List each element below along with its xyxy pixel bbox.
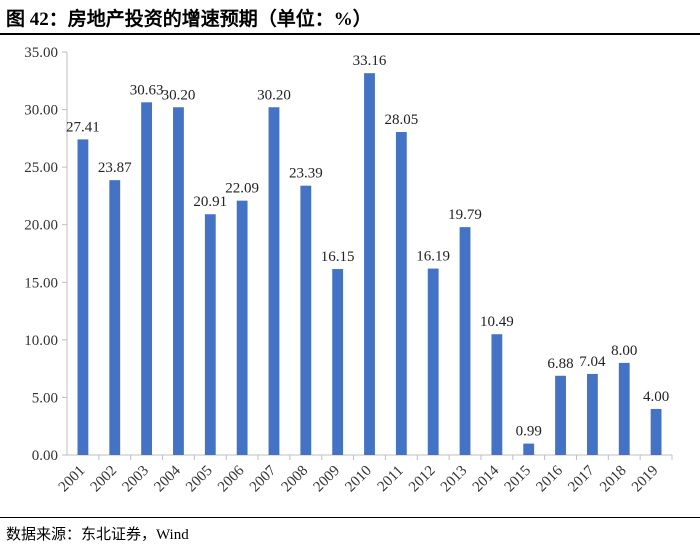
data-label: 10.49 — [480, 314, 514, 330]
bar — [523, 443, 535, 455]
x-tick-label: 2006 — [215, 462, 248, 495]
bar — [459, 227, 471, 455]
bar — [236, 200, 248, 455]
bar — [491, 334, 503, 455]
bar-chart: 0.00 5.00 10.00 15.00 20.00 25.00 30.00 35.00 2… — [24, 45, 673, 496]
x-tick-label: 2001 — [56, 463, 89, 496]
bar — [650, 408, 662, 455]
x-tick-label: 2016 — [533, 462, 566, 495]
x-tick-label: 2007 — [247, 462, 280, 495]
bar — [173, 107, 184, 456]
y-tick-label: 35.00 — [24, 45, 58, 61]
x-tick-label: 2019 — [629, 463, 662, 496]
bar — [332, 269, 344, 455]
bar — [395, 132, 407, 455]
x-tick-label: 2005 — [183, 463, 216, 496]
bar — [268, 107, 280, 456]
x-tick-label: 2008 — [279, 463, 312, 496]
x-tick-label: 2004 — [151, 462, 184, 495]
data-label: 27.41 — [66, 119, 100, 135]
bar — [586, 373, 598, 455]
bar — [109, 180, 121, 456]
y-tick-label: 10.00 — [24, 333, 58, 349]
figure-title: 图 42：房地产投资的增速预期（单位：%） — [6, 9, 372, 30]
y-tick-label: 25.00 — [24, 160, 58, 176]
data-label: 0.99 — [516, 424, 542, 440]
data-label: 23.39 — [289, 166, 323, 182]
data-label: 30.63 — [130, 82, 164, 98]
x-tick-label: 2012 — [406, 463, 439, 496]
data-label: 6.88 — [547, 356, 573, 372]
y-tick-label: 30.00 — [24, 103, 58, 119]
source-rule — [0, 517, 700, 518]
x-tick-label: 2018 — [597, 463, 630, 496]
y-tick-label: 5.00 — [32, 390, 58, 406]
y-tick-label: 15.00 — [24, 275, 58, 291]
bar — [77, 139, 89, 455]
x-tick-label: 2009 — [311, 463, 344, 496]
data-label: 7.04 — [579, 354, 606, 370]
x-tick-label: 2015 — [502, 463, 535, 496]
data-label: 22.09 — [225, 181, 259, 197]
y-axis: 0.00 5.00 10.00 15.00 20.00 25.00 30.00 35.00 — [24, 45, 68, 464]
data-label: 4.00 — [643, 389, 669, 405]
x-tick-label: 2011 — [375, 463, 407, 495]
x-tick-label: 2013 — [438, 463, 471, 496]
data-label: 30.20 — [257, 87, 291, 103]
bar — [141, 102, 153, 455]
bar — [364, 73, 375, 456]
x-tick-label: 2002 — [88, 463, 121, 496]
y-tick-label: 0.00 — [32, 448, 58, 464]
x-axis: 2001 2002 2003 2004 2005 2006 2007 2008 2009 2010… — [56, 454, 673, 496]
source-note: 数据来源：东北证券，Wind — [6, 527, 189, 543]
x-tick-label: 2017 — [565, 462, 598, 495]
data-label: 23.87 — [98, 160, 132, 176]
y-tick-label: 20.00 — [24, 218, 58, 234]
data-label: 16.19 — [416, 249, 450, 265]
data-label: 19.79 — [448, 207, 482, 223]
title-rule — [0, 33, 700, 35]
bar — [300, 185, 312, 456]
data-label: 30.20 — [162, 87, 196, 103]
data-labels: 27.4123.8730.6330.2020.9122.0930.2023.39… — [66, 53, 669, 439]
data-label: 20.91 — [193, 194, 227, 210]
bar — [427, 268, 439, 455]
bars — [77, 73, 662, 456]
x-tick-label: 2003 — [119, 463, 152, 496]
bar — [555, 375, 566, 455]
data-label: 8.00 — [611, 343, 637, 359]
x-tick-label: 2010 — [342, 463, 375, 496]
data-label: 33.16 — [353, 53, 387, 69]
x-tick-label: 2014 — [470, 462, 503, 495]
bar — [618, 362, 630, 455]
data-label: 16.15 — [321, 249, 355, 265]
data-label: 28.05 — [384, 112, 418, 128]
bar — [204, 214, 216, 455]
